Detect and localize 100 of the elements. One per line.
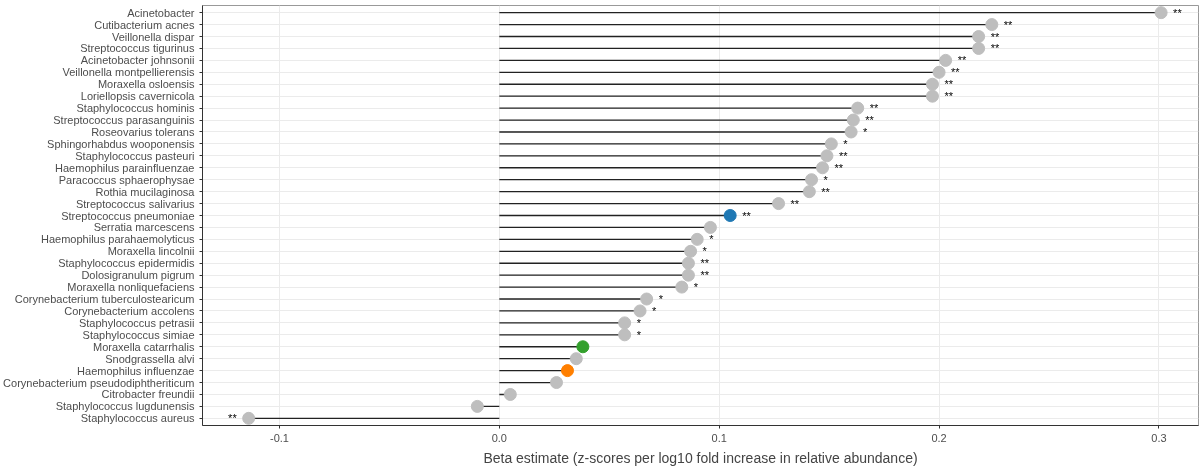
y-tick-label: Staphylococcus hominis [76,102,195,115]
data-label: ** [742,209,752,222]
y-tick-label: Moraxella nonliquefaciens [67,281,195,294]
data-label: ** [228,412,238,425]
point [824,137,838,151]
data-label: * [636,328,642,341]
data-label: * [652,304,658,317]
point [703,220,717,234]
y-tick-label: Haemophilus influenzae [77,364,195,377]
y-tick-label: Corynebacterium pseudodiphtheriticum [3,376,195,389]
y-tick-label: Corynebacterium tuberculostearicum [14,293,195,306]
y-tick-label: Dolosigranulum pigrum [81,269,195,282]
y-tick-label: Moraxella catarrhalis [93,340,195,353]
y-tick-label: Staphylococcus epidermidis [58,257,195,270]
data-label: * [658,293,664,306]
y-tick-label: Streptococcus salivarius [75,197,195,210]
point [805,173,819,187]
point [675,280,689,294]
data-label: ** [865,114,875,127]
data-label: ** [838,149,849,162]
point [932,65,946,79]
y-tick-label: Roseovarius tolerans [91,125,195,138]
x-tick-label: 0.2 [931,431,947,444]
data-label: * [823,173,829,186]
y-tick-label: Staphylococcus pasteuri [75,149,195,162]
point [925,89,939,103]
x-tick-label: 0.3 [1151,431,1167,444]
y-tick-label: Paracoccus sphaerophysae [58,173,195,186]
point [820,149,834,163]
point [549,376,563,390]
data-label: ** [944,90,954,103]
y-tick-label: Streptococcus tigurinus [80,42,195,55]
point [1154,6,1168,20]
data-label: ** [1173,6,1183,19]
point [846,113,860,127]
data-label: ** [944,78,954,91]
point [640,292,654,306]
point [972,30,986,44]
point [569,352,583,366]
y-tick-label: Serratia marcescens [93,221,195,234]
data-label: ** [821,185,831,198]
point [972,41,986,55]
y-tick-label: Staphylococcus aureus [80,412,195,425]
y-tick-label: Sphingorhabdus wooponensis [47,137,195,150]
point [851,101,865,115]
x-tick-label: -0.1 [269,431,289,444]
y-tick-label: Acinetobacter johnsonii [80,54,195,67]
point [772,197,786,211]
x-tick-label: 0.1 [711,431,727,444]
point [681,268,695,282]
data-label: ** [834,161,844,174]
y-tick-label: Staphylococcus lugdunensis [55,400,195,413]
data-label: ** [951,66,961,79]
y-tick-label: Haemophilus parahaemolyticus [41,233,195,246]
point [560,364,574,378]
y-tick-label: Citrobacter freundii [101,388,195,401]
point [470,399,484,413]
y-tick-label: Streptococcus parasanguinis [53,114,195,127]
data-label: * [709,233,715,246]
x-tick-label: 0.0 [491,431,507,444]
y-tick-label: Corynebacterium accolens [64,304,195,317]
point [618,316,632,330]
y-tick-label: Staphylococcus petrasii [78,316,195,329]
point [576,340,590,354]
data-label: * [636,316,642,329]
point [690,232,704,246]
point [985,18,999,32]
y-tick-label: Moraxella lincolnii [107,245,195,258]
y-tick-label: Haemophilus parainfluenzae [55,161,195,174]
y-tick-label: Acinetobacter [127,6,195,19]
data-label: ** [700,257,710,270]
y-tick-label: Loriellopsis cavernicola [80,90,196,103]
data-label: ** [869,102,879,115]
point [816,161,830,175]
point [802,185,816,199]
data-label: ** [790,197,800,210]
data-label: * [863,125,869,138]
point [925,77,939,91]
data-label: * [843,137,849,150]
point [844,125,858,139]
data-label: ** [990,30,1000,43]
point [939,53,953,67]
x-axis-title: Beta estimate (z-scores per log10 fold increase in relative abundance) [483,449,918,466]
y-tick-label: Moraxella osloensis [97,78,195,91]
y-tick-label: Veillonella dispar [111,30,195,43]
data-label: ** [957,54,967,67]
y-tick-label: Streptococcus pneumoniae [61,209,195,222]
point [723,209,737,222]
point [681,256,695,270]
point [503,387,517,401]
data-label: ** [990,42,1000,55]
y-tick-label: Snodgrassella alvi [105,352,195,365]
y-tick-label: Rothia mucilaginosa [95,185,196,198]
y-tick-label: Staphylococcus simiae [82,328,195,341]
point [633,304,647,318]
y-tick-label: Veillonella montpellierensis [62,66,195,79]
data-label: * [702,245,708,258]
point [618,328,632,342]
y-tick-label: Cutibacterium acnes [94,18,195,31]
data-label: ** [1003,18,1014,31]
